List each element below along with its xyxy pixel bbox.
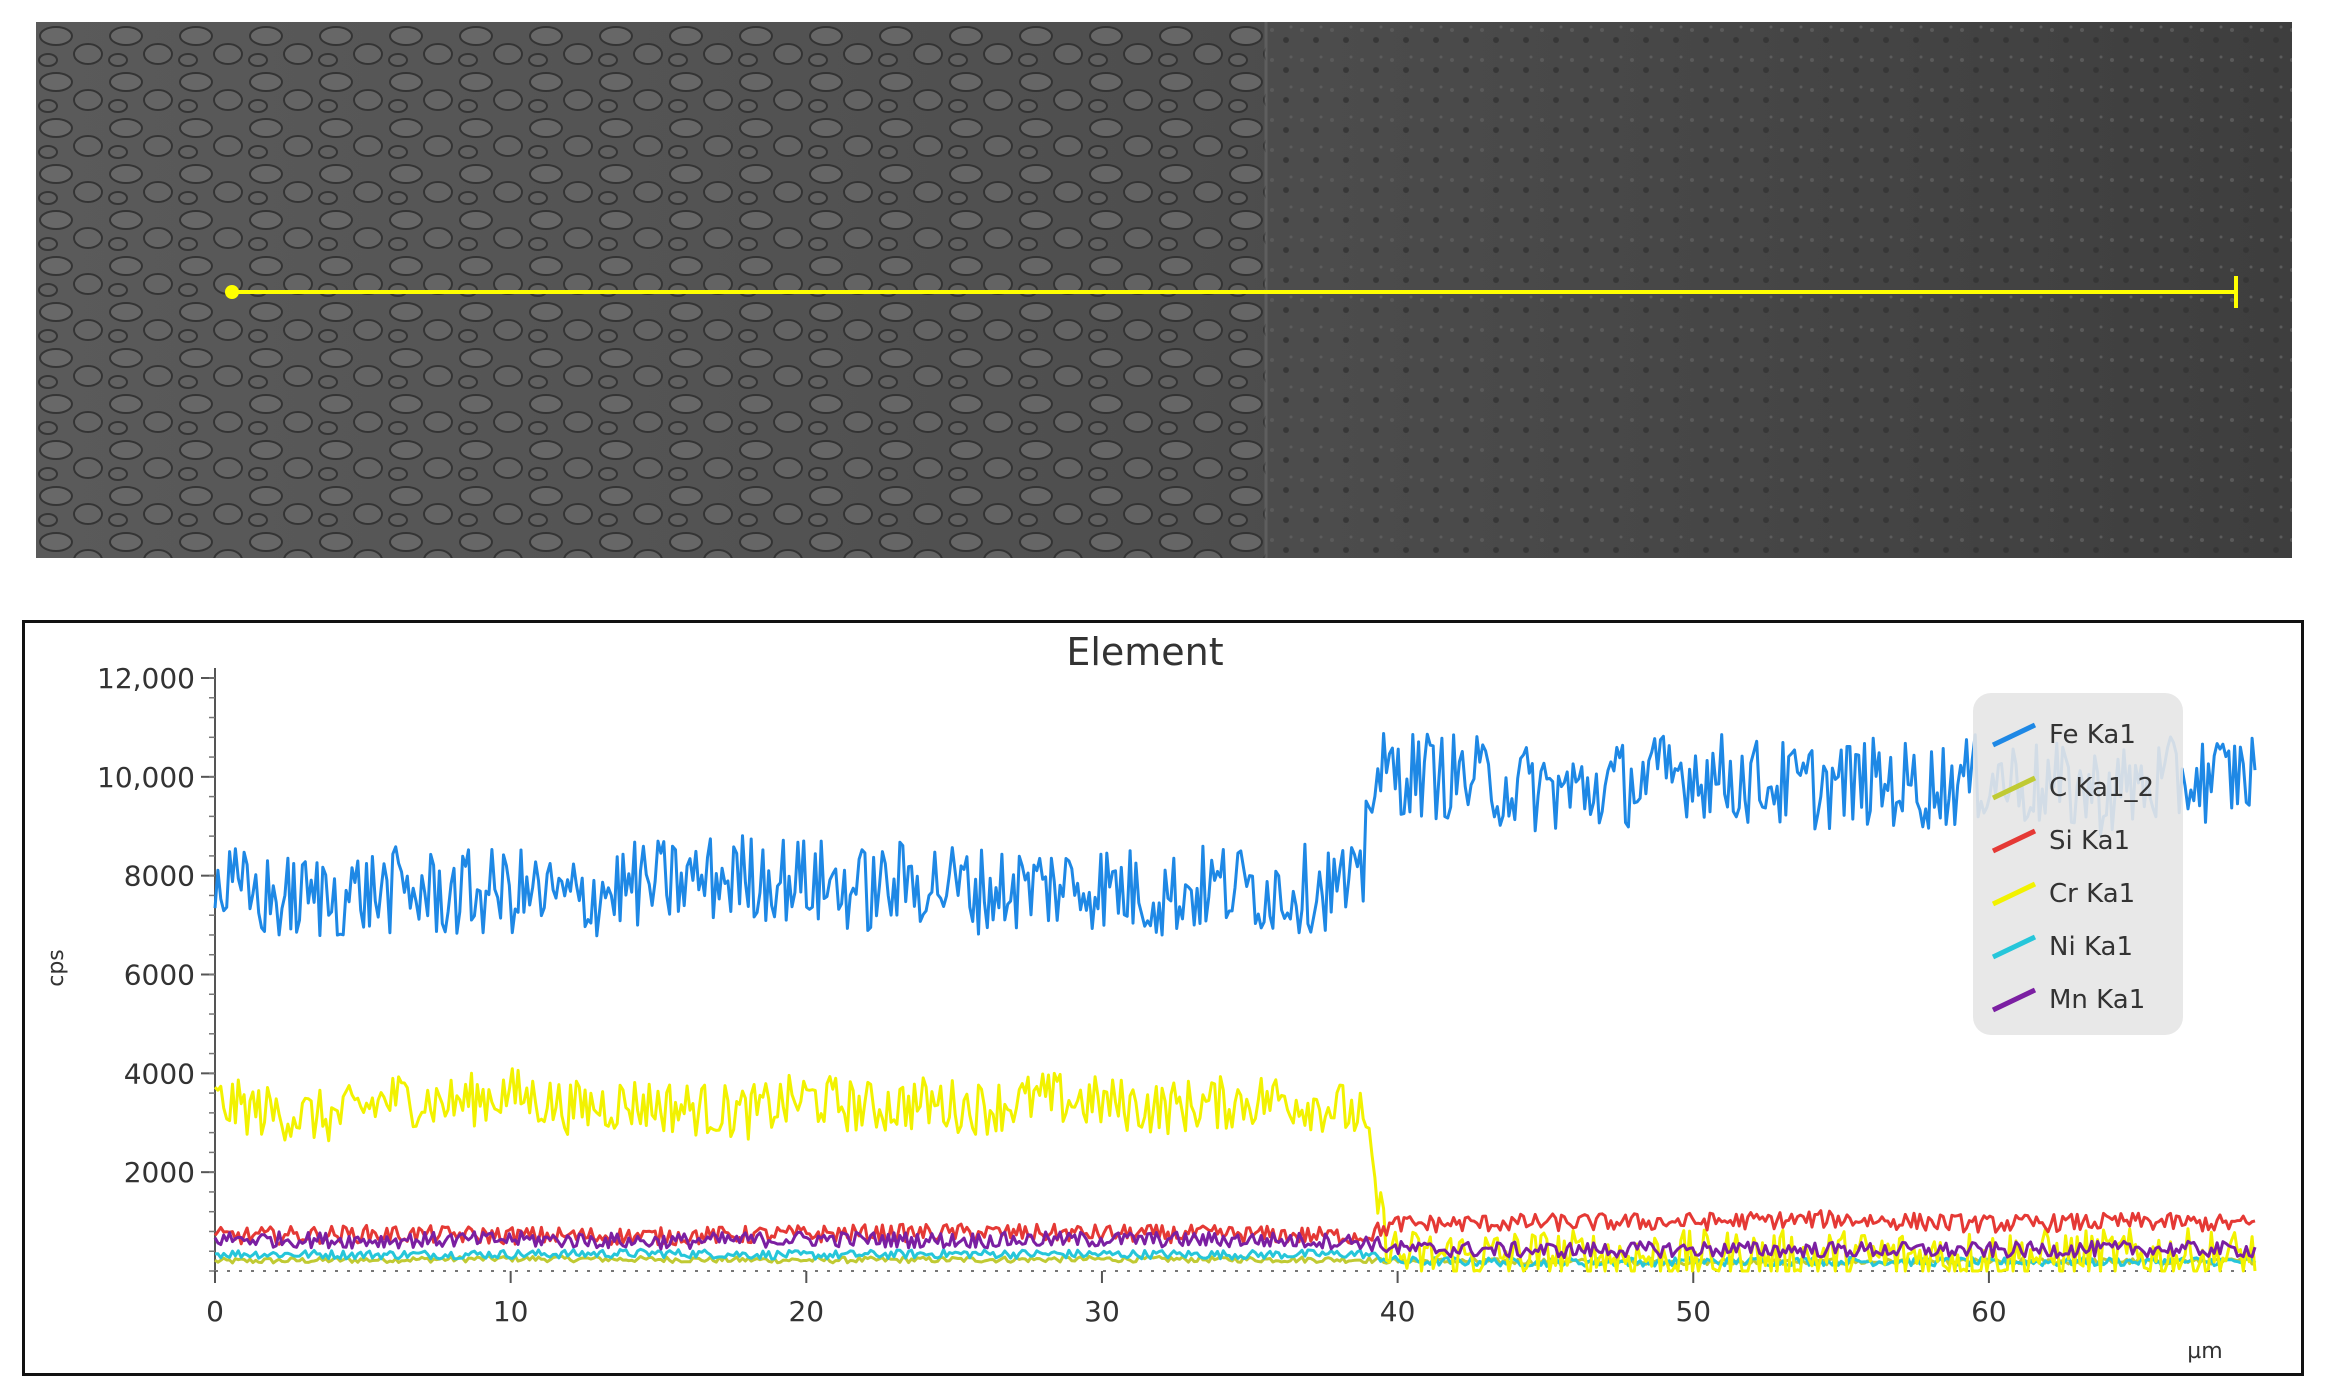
- x-tick-label: 30: [1084, 1295, 1120, 1328]
- line-scan-chart-panel: Element 2000 4000 6000 8000 10,000 12,000 0 10 2…: [22, 620, 2304, 1376]
- legend-label: Mn Ka1: [2049, 985, 2145, 1015]
- chart-series-layer: [213, 732, 2257, 1273]
- y-tick-label: 4000: [124, 1057, 195, 1090]
- chart-axes: 2000 4000 6000 8000 10,000 12,000 0 10 20 30 40 50 6…: [97, 662, 2255, 1328]
- x-tick-label: 20: [788, 1295, 824, 1328]
- legend-swatch: [1991, 881, 2037, 907]
- x-tick-label: 0: [206, 1295, 224, 1328]
- x-axis-title: µm: [2187, 1339, 2222, 1364]
- x-tick-label: 60: [1971, 1295, 2007, 1328]
- series-line-fe-ka1: [213, 732, 2257, 938]
- y-tick-label: 12,000: [97, 662, 195, 695]
- legend-label: C Ka1_2: [2049, 773, 2154, 803]
- legend-swatch: [1991, 722, 2037, 748]
- y-tick-label: 2000: [124, 1156, 195, 1189]
- legend-label: Ni Ka1: [2049, 932, 2133, 962]
- series-line-mn-ka1: [213, 1230, 2257, 1260]
- x-tick-label: 40: [1380, 1295, 1416, 1328]
- legend-box: [1973, 693, 2183, 1035]
- legend-swatch: [1991, 987, 2037, 1013]
- legend-label: Fe Ka1: [2049, 720, 2136, 750]
- series-line-c-ka1-2: [214, 1254, 2256, 1267]
- scan-line: [225, 276, 2238, 308]
- chart-legend: Fe Ka1 C Ka1_2 Si Ka1 Cr Ka1 Ni Ka1 Mn Ka1: [1973, 693, 2183, 1035]
- legend-swatch: [1991, 775, 2037, 801]
- legend-swatch: [1991, 934, 2037, 960]
- y-tick-label: 10,000: [97, 761, 195, 794]
- x-tick-label: 10: [493, 1295, 529, 1328]
- sem-micrograph-image: [36, 22, 2292, 558]
- x-tick-label: 50: [1675, 1295, 1711, 1328]
- y-tick-label: 6000: [124, 959, 195, 992]
- y-axis-title: cps: [44, 949, 69, 987]
- sem-micrograph: [36, 22, 2292, 558]
- legend-swatch: [1991, 828, 2037, 854]
- chart-title: Element: [1066, 630, 1223, 674]
- y-tick-label: 8000: [124, 860, 195, 893]
- legend-label: Cr Ka1: [2049, 879, 2135, 909]
- legend-label: Si Ka1: [2049, 826, 2130, 856]
- series-line-cr-ka1: [213, 1067, 2257, 1273]
